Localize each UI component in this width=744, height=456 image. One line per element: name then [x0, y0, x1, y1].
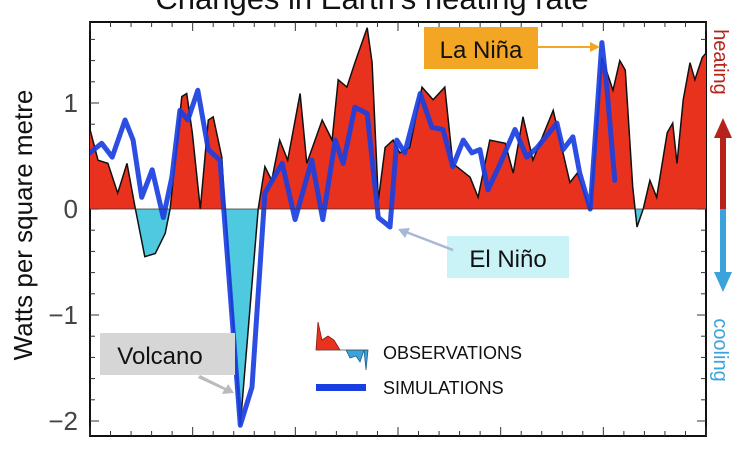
y-axis-label: Watts per square metre [8, 90, 38, 361]
y-tick-label: 0 [64, 194, 78, 224]
axis-ticks [89, 22, 707, 436]
heating-label: heating [709, 29, 731, 95]
y-tick-label: −2 [48, 406, 78, 436]
y-tick-labels: −2 −1 0 1 [48, 88, 78, 436]
heating-cooling-arrow-icon [714, 118, 732, 292]
volcano-annotation: Volcano [100, 333, 235, 394]
el-nino-annotation: El Niño [398, 228, 569, 278]
legend-observations-swatch [315, 321, 369, 371]
legend-simulations-label: SIMULATIONS [383, 378, 504, 398]
simulations-line [90, 40, 618, 428]
el-nino-label: El Niño [469, 246, 546, 273]
y-tick-label: −1 [48, 300, 78, 330]
la-nina-label: La Niña [440, 37, 523, 64]
observations-negative-area [90, 209, 706, 426]
y-tick-label: 1 [64, 88, 78, 118]
legend-simulations-swatch [316, 384, 366, 391]
legend: OBSERVATIONS SIMULATIONS [315, 321, 522, 398]
legend-observations-label: OBSERVATIONS [383, 343, 522, 363]
chart-title: Changes in Earth's heating rate [155, 0, 588, 16]
la-nina-annotation: La Niña [424, 27, 600, 69]
observations-positive-area [90, 27, 706, 209]
volcano-label: Volcano [117, 343, 202, 370]
cooling-label: cooling [709, 318, 731, 381]
